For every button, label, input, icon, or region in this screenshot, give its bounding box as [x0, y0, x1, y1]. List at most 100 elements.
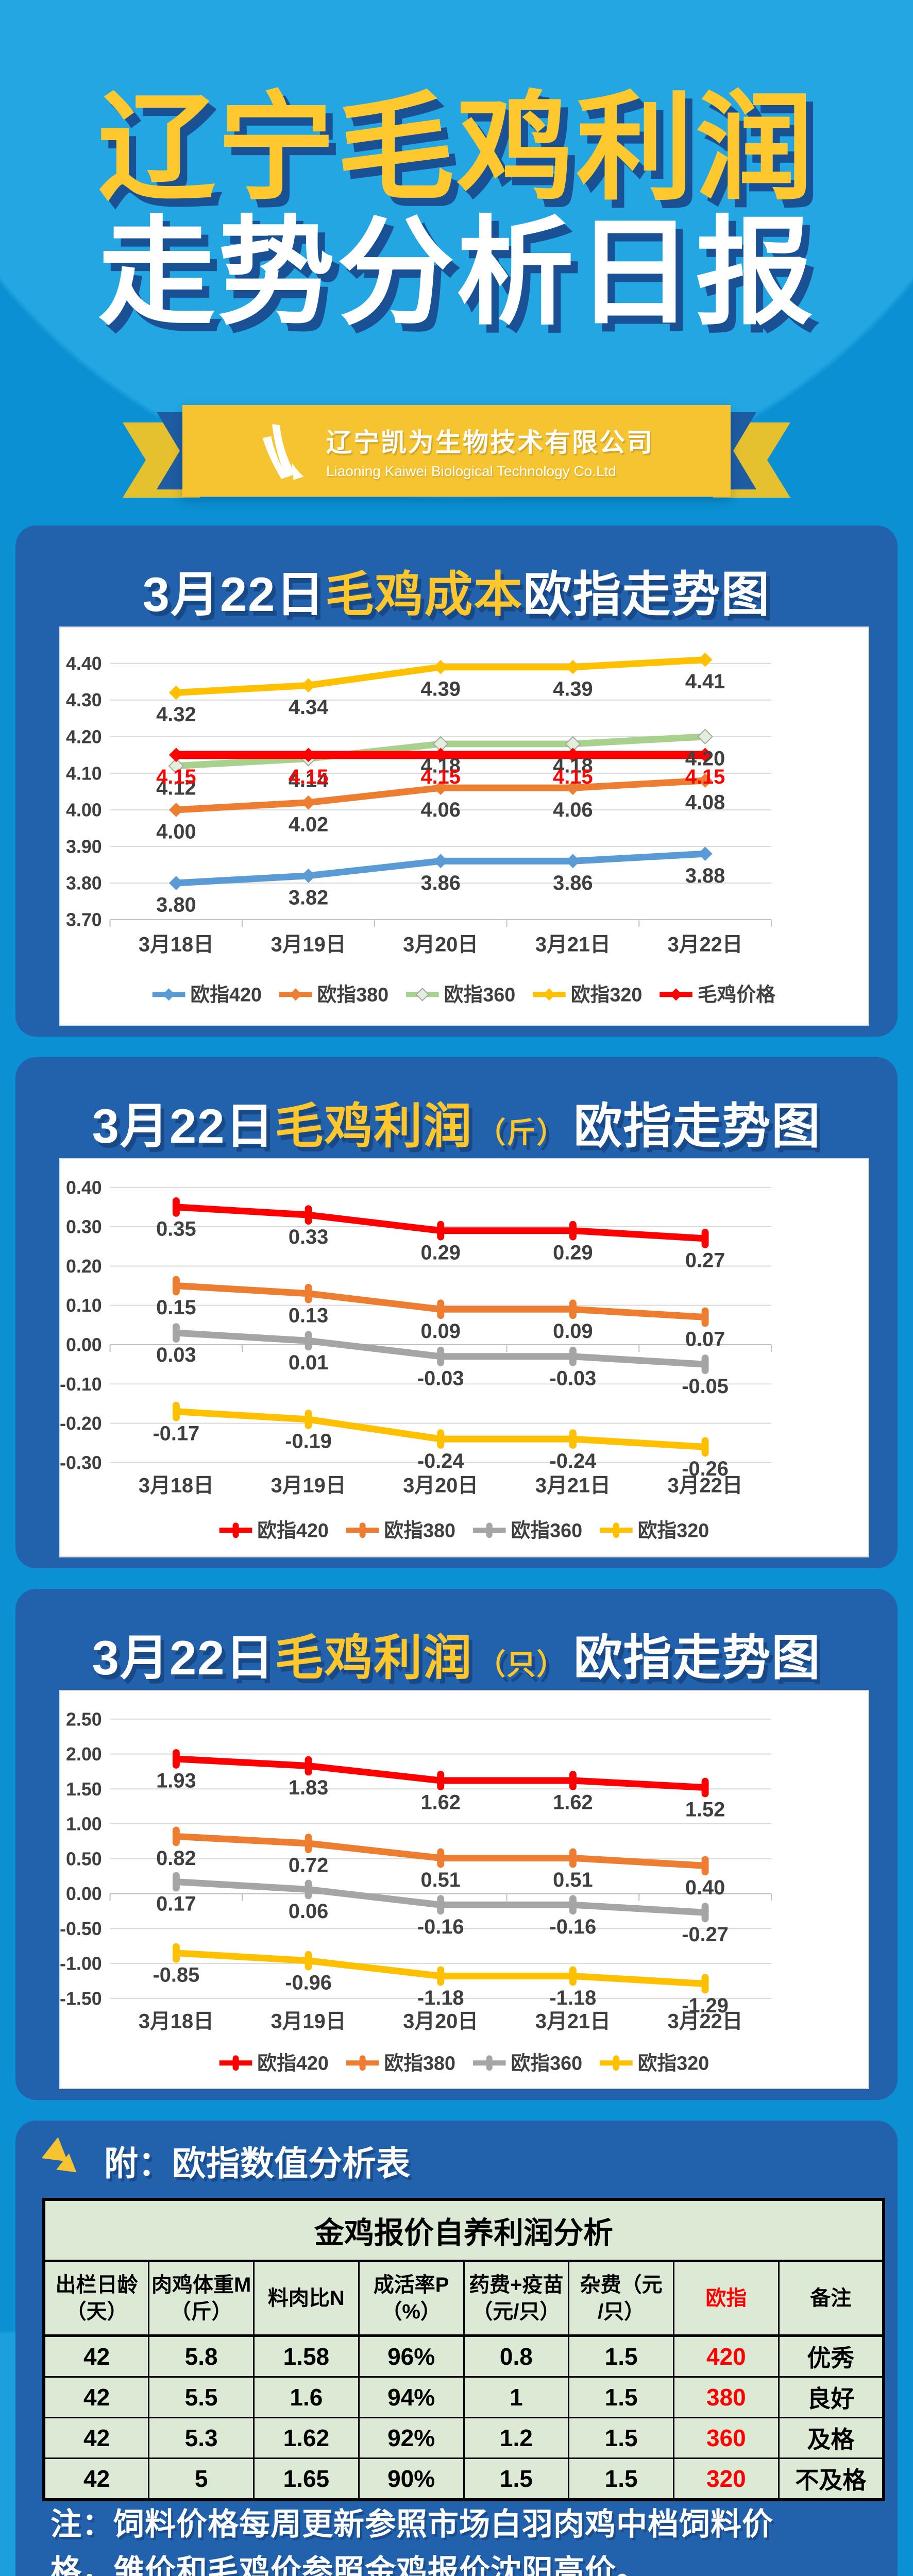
y-tick-label: 0.00: [66, 1884, 102, 1904]
legend: 欧指420 欧指380 欧指360 欧指320: [219, 2053, 709, 2074]
table-cell: 92%: [358, 2417, 465, 2459]
series-marker: [437, 1966, 445, 1986]
value-label: -0.24: [417, 1450, 464, 1472]
series-marker: [569, 1848, 577, 1868]
header: 辽宁毛鸡利润 走势分析日报: [0, 83, 913, 335]
series-marker: [289, 988, 302, 1001]
legend-item: 欧指420: [219, 1520, 329, 1541]
value-label: 4.15: [289, 766, 328, 788]
y-tick-label: 0.10: [66, 1295, 102, 1316]
table-cell: 5.5: [148, 2376, 255, 2418]
legend-item: 欧指320: [533, 985, 642, 1006]
legend-item: 毛鸡价格: [660, 985, 776, 1006]
value-label: 4.34: [289, 696, 328, 719]
chart-area-profit-bird: 2.50 2.00 1.50 1.00 0.50 0.00 -0.50 -1.00 -1.50 1…: [59, 1690, 869, 2089]
value-label: 0.40: [685, 1876, 725, 1899]
table-cell: 94%: [358, 2376, 465, 2418]
table-cell: 420: [673, 2335, 780, 2378]
series-marker: [172, 1826, 180, 1846]
value-label: -0.16: [417, 1916, 464, 1938]
value-label: 0.01: [289, 1351, 328, 1374]
series-marker: [437, 1221, 445, 1241]
legend-item: 欧指320: [600, 1520, 709, 1541]
legend-marker: [359, 2055, 366, 2071]
chart-title-profit-jin: 3月22日毛鸡利润 （斤） 欧指走势图: [15, 1057, 898, 1157]
value-label: -0.03: [550, 1367, 597, 1390]
value-label: -0.24: [550, 1450, 597, 1472]
legend-label: 欧指320: [638, 1520, 709, 1541]
series-marker: [172, 1401, 180, 1421]
legend-label: 欧指420: [257, 1520, 329, 1541]
banner-plate: 辽宁凯为生物技术有限公司 Liaoning Kaiwei Biological …: [182, 405, 731, 497]
series-marker: [698, 773, 713, 788]
series-marker: [569, 1221, 577, 1241]
value-label: 1.93: [156, 1770, 196, 1792]
series-marker: [701, 1307, 709, 1327]
legend-label: 欧指320: [571, 985, 643, 1006]
analysis-heading-row: 附：欧指数值分析表: [45, 2136, 410, 2185]
series-marker: [305, 1834, 312, 1853]
series-marker: [437, 1771, 445, 1790]
legend-item: 欧指420: [152, 985, 262, 1006]
chart-panel-cost: 3月22日毛鸡成本欧指走势图 4.40 4.30 4.20 4.10 4.00 3.90 3…: [15, 526, 898, 1037]
legend-label: 欧指320: [638, 2053, 709, 2074]
profit-table: 金鸡报价自养利润分析 出栏日龄 （天） 肉鸡体重M （斤） 料肉比N 成活率P （%）药…: [42, 2198, 885, 2501]
legend-marker: [232, 1522, 239, 1538]
value-label: 4.18: [553, 755, 593, 777]
legend-label: 毛鸡价格: [698, 985, 776, 1006]
chart-title-part: 3月22日: [92, 1099, 275, 1153]
chart-title-part: 毛鸡成本: [325, 567, 523, 621]
x-axis-label: 3月21日: [535, 934, 611, 956]
value-label: 0.06: [289, 1900, 328, 1923]
series-marker: [172, 1872, 180, 1892]
series-marker: [162, 988, 175, 1001]
y-tick-label: -0.30: [60, 1452, 102, 1473]
legend-label: 欧指420: [257, 2053, 329, 2074]
y-tick-label: 0.30: [66, 1217, 102, 1238]
value-label: -0.96: [285, 1971, 332, 1994]
value-label: 0.72: [289, 1854, 328, 1877]
table-cell: 1.58: [253, 2335, 360, 2378]
table-cell: 1.65: [253, 2458, 360, 2501]
value-label: -1.18: [417, 1987, 464, 2009]
series-marker: [305, 1756, 312, 1776]
company-name-block: 辽宁凯为生物技术有限公司 Liaoning Kaiwei Biological …: [326, 422, 654, 480]
value-label: 1.83: [289, 1776, 328, 1799]
table-cell: 360: [673, 2417, 780, 2459]
series-marker: [433, 854, 448, 869]
legend-item: 欧指380: [279, 985, 388, 1006]
y-tick-label: 0.20: [66, 1256, 102, 1277]
value-label: -0.26: [682, 1458, 729, 1480]
y-tick-label: 4.10: [66, 763, 102, 784]
series-marker: [433, 659, 448, 674]
x-axis-label: 3月19日: [271, 1475, 346, 1497]
legend: 欧指420 欧指380 欧指360 欧指320 毛鸡价格: [152, 985, 776, 1006]
x-axis-label: 3月22日: [668, 934, 743, 956]
value-label: 3.86: [553, 872, 593, 894]
series-marker: [305, 1283, 312, 1303]
legend-marker: [613, 1522, 619, 1538]
legend-item: 欧指420: [219, 2053, 329, 2074]
table-title: 金鸡报价自养利润分析: [43, 2198, 885, 2262]
table-cell: 5.8: [148, 2335, 255, 2378]
y-tick-label: 0.00: [66, 1335, 102, 1355]
table-cell: 不及格: [777, 2458, 885, 2501]
series-marker: [437, 1848, 445, 1868]
legend-label: 欧指380: [384, 2053, 455, 2074]
chart-title-part: （只）: [477, 1648, 567, 1681]
table-row: 42 5.8 1.58 96% 0.8 1.5 420 优秀: [43, 2335, 885, 2378]
arrow-icon: [45, 2137, 93, 2184]
x-axis-label: 3月19日: [271, 2010, 346, 2033]
value-label: 4.15: [553, 766, 593, 788]
table-cell: 320: [673, 2458, 780, 2501]
legend-label: 欧指360: [444, 985, 516, 1006]
chart-title-part: 毛鸡利润: [275, 1631, 473, 1685]
value-label: 0.15: [156, 1296, 196, 1319]
x-axis-label: 3月19日: [271, 934, 346, 956]
table-row: 42 5 1.65 90% 1.5 1.5 320 不及格: [43, 2458, 885, 2501]
page-title-line1: 辽宁毛鸡利润: [98, 83, 815, 214]
value-label: 0.33: [289, 1226, 328, 1248]
table-cell: 42: [43, 2335, 150, 2378]
series-marker: [172, 1749, 180, 1769]
